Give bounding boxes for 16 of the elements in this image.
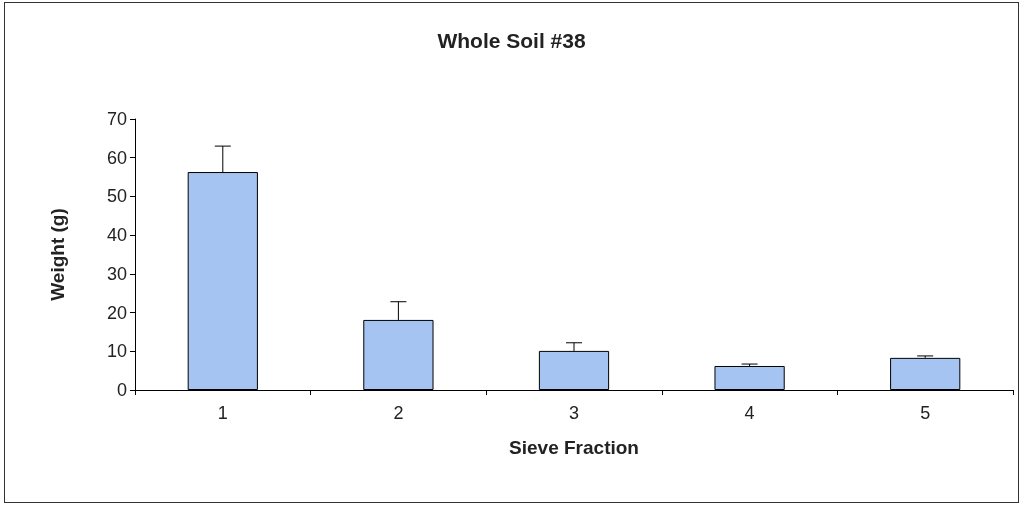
x-tick-label: 5 <box>920 403 931 423</box>
x-tick-label: 1 <box>217 403 228 423</box>
chart-title: Whole Soil #38 <box>437 29 586 52</box>
x-axis-title: Sieve Fraction <box>509 437 639 458</box>
y-tick-label: 40 <box>106 225 127 246</box>
x-tick-label: 3 <box>568 403 580 423</box>
y-tick-label: 30 <box>106 263 127 284</box>
y-tick-label: 70 <box>106 109 127 129</box>
x-tick-label: 4 <box>744 403 755 423</box>
x-tick-label: 2 <box>393 403 404 423</box>
y-tick-label: 10 <box>106 341 127 362</box>
y-tick-label: 0 <box>116 380 127 400</box>
y-tick-label: 50 <box>106 186 127 207</box>
y-tick-label: 20 <box>106 302 127 323</box>
y-axis-title: Weight (g) <box>47 208 68 301</box>
y-tick-label: 60 <box>106 147 127 168</box>
